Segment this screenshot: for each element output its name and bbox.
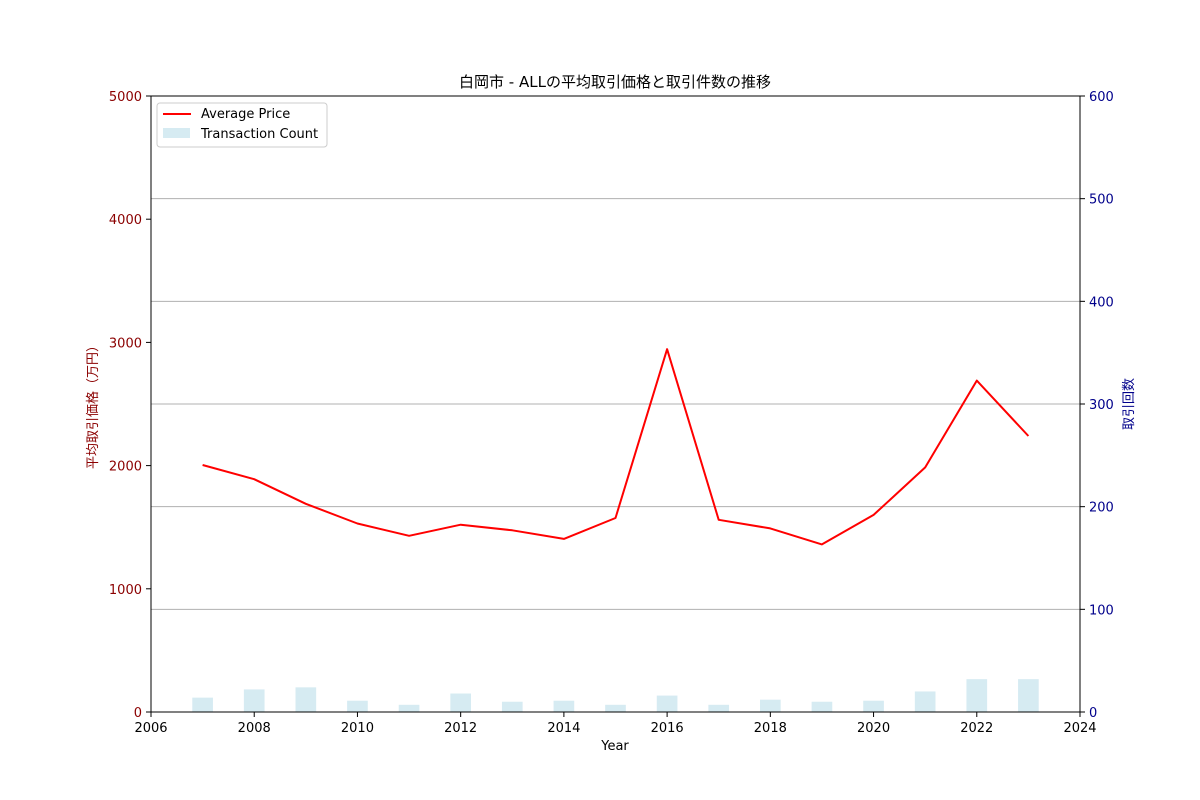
left-y-axis-label: 平均取引価格（万円） bbox=[85, 339, 101, 469]
left-y-axis-ticks: 0 1000 2000 3000 4000 5000 bbox=[109, 90, 151, 721]
right-y-tick-label: 100 bbox=[1089, 603, 1114, 618]
average-price-line bbox=[202, 348, 1030, 546]
right-y-tick-label: 200 bbox=[1089, 501, 1114, 516]
transaction-count-bars bbox=[192, 679, 1039, 712]
count-bar bbox=[192, 697, 213, 712]
count-bar bbox=[863, 700, 884, 712]
x-axis-label: Year bbox=[600, 739, 629, 754]
count-bar bbox=[708, 704, 730, 712]
legend: Average Price Transaction Count bbox=[156, 102, 328, 148]
x-tick-label: 2024 bbox=[1063, 721, 1096, 736]
left-y-tick-label: 0 bbox=[134, 706, 142, 721]
legend-transaction-count: Transaction Count bbox=[200, 127, 318, 142]
count-bar bbox=[243, 689, 265, 712]
count-bar bbox=[450, 693, 471, 712]
x-axis-ticks: 2006 2008 2010 2012 2014 2016 2018 2020 2022 2024 bbox=[134, 712, 1097, 736]
count-bar bbox=[966, 679, 988, 712]
left-y-tick-label: 3000 bbox=[109, 336, 142, 351]
left-y-tick-label: 4000 bbox=[109, 213, 142, 228]
right-y-tick-label: 500 bbox=[1089, 193, 1114, 208]
left-y-tick-label: 5000 bbox=[109, 90, 142, 105]
count-bar bbox=[811, 701, 833, 712]
legend-average-price: Average Price bbox=[201, 107, 290, 122]
x-tick-label: 2010 bbox=[341, 721, 374, 736]
count-bar bbox=[914, 691, 936, 712]
chart-title: 白岡市 - ALLの平均取引価格と取引件数の推移 bbox=[459, 73, 771, 91]
count-bar bbox=[295, 687, 317, 712]
x-tick-label: 2006 bbox=[134, 721, 167, 736]
left-y-tick-label: 1000 bbox=[109, 583, 142, 598]
count-bar bbox=[501, 701, 523, 712]
count-bar bbox=[553, 700, 575, 712]
x-tick-label: 2018 bbox=[754, 721, 787, 736]
count-bar bbox=[398, 704, 420, 712]
left-y-tick-label: 2000 bbox=[109, 460, 142, 475]
x-tick-label: 2012 bbox=[444, 721, 477, 736]
right-y-tick-label: 300 bbox=[1089, 398, 1114, 413]
x-tick-label: 2016 bbox=[651, 721, 684, 736]
right-y-tick-label: 600 bbox=[1089, 90, 1114, 105]
right-y-tick-label: 0 bbox=[1089, 706, 1097, 721]
grid-lines bbox=[151, 198, 1080, 610]
right-y-axis-ticks: 0 100 200 300 400 500 600 bbox=[1080, 90, 1114, 721]
count-bar bbox=[605, 704, 626, 712]
x-tick-label: 2008 bbox=[238, 721, 271, 736]
legend-bar-swatch bbox=[163, 128, 190, 138]
count-bar bbox=[760, 699, 781, 712]
x-tick-label: 2014 bbox=[547, 721, 580, 736]
legend-box bbox=[156, 102, 328, 148]
x-tick-label: 2020 bbox=[857, 721, 890, 736]
count-bar bbox=[1018, 679, 1039, 712]
count-bar bbox=[347, 700, 368, 712]
average-price-line-group bbox=[202, 348, 1030, 546]
right-y-axis-label: 取引回数 bbox=[1122, 378, 1137, 430]
count-bar bbox=[656, 695, 678, 712]
right-y-tick-label: 400 bbox=[1089, 295, 1114, 310]
x-tick-label: 2022 bbox=[960, 721, 993, 736]
